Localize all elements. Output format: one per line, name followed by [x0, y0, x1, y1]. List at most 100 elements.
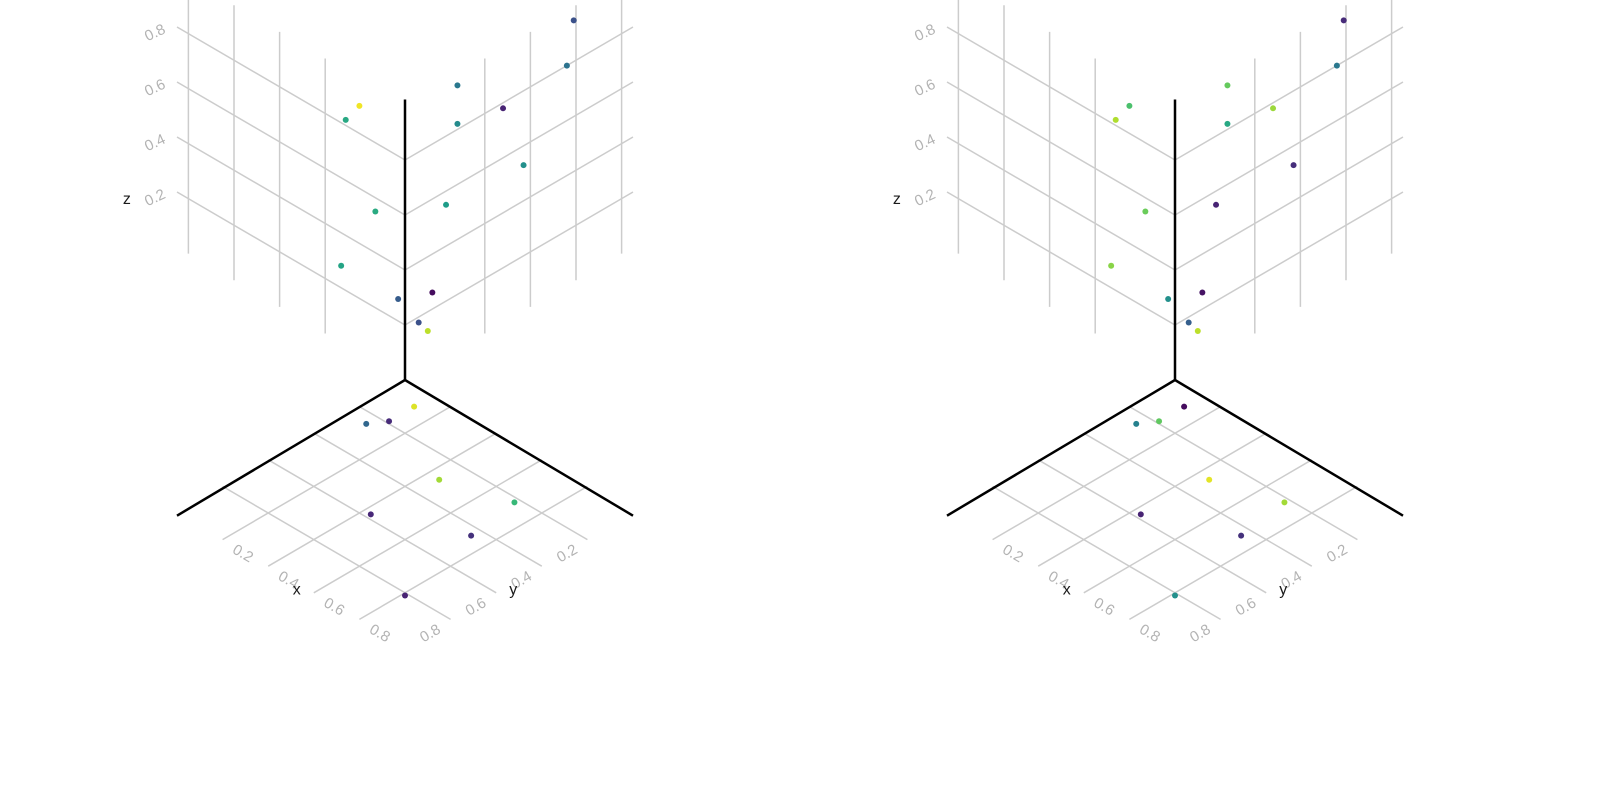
data-points: [1108, 17, 1347, 599]
x-tick-label: 0.2: [1000, 541, 1027, 566]
scatter-point: [1270, 105, 1277, 112]
grid-line: [946, 81, 1176, 216]
grid-line: [267, 432, 497, 567]
grid-line: [1037, 459, 1267, 594]
scatter-point: [1156, 418, 1163, 425]
scatter-point: [1142, 208, 1149, 215]
x-tick-label: 0.6: [321, 594, 348, 619]
z-tick-label: 0.8: [142, 21, 168, 45]
scatter-point: [1126, 102, 1133, 109]
grid-line: [176, 191, 406, 326]
axes: [176, 99, 634, 517]
grid: [176, 0, 634, 621]
x-axis-label: x: [293, 581, 301, 598]
scatter-point: [1194, 327, 1201, 334]
z-axis-label: z: [893, 191, 901, 208]
grid-line: [992, 485, 1221, 621]
y-tick-label: 0.8: [1187, 621, 1214, 646]
scatter3d-chart-left: 0.2 0.20.20.4 0.40.40.6 0.60.60.8 0.80.8x yz: [123, 0, 634, 646]
grid-line: [1129, 405, 1358, 541]
y-axis-line: [946, 378, 1176, 517]
z-axis-label: z: [123, 191, 131, 208]
grid-line: [176, 81, 406, 216]
z-tick-label: 0.6: [142, 76, 168, 100]
scatter-point: [411, 403, 418, 410]
tick-labels: 0.2 0.20.20.4 0.40.40.6 0.60.60.8 0.80.8x yz: [893, 21, 1351, 646]
grid-line: [359, 405, 588, 541]
scatter-point: [1172, 592, 1178, 599]
tick-labels: 0.2 0.20.20.4 0.40.40.6 0.60.60.8 0.80.8x yz: [123, 21, 581, 646]
scatter-point: [367, 511, 374, 518]
scatter-point: [454, 120, 461, 127]
grid-line: [1174, 191, 1404, 326]
y-tick-label: 0.2: [554, 541, 581, 566]
scatter-point: [1340, 17, 1347, 24]
x-tick-label: 0.2: [230, 541, 257, 566]
grid-line: [313, 459, 543, 594]
scatter-point: [424, 327, 431, 334]
scatter-point: [563, 62, 570, 69]
grid-line: [176, 26, 406, 161]
scatter-point: [1224, 120, 1231, 127]
scatter-point: [511, 499, 518, 506]
grid-line: [404, 81, 634, 216]
scatter-point: [1199, 289, 1206, 296]
scatter-point: [1213, 201, 1220, 208]
scatter-point: [1185, 319, 1192, 326]
grid-line: [946, 26, 1176, 161]
scatter-point: [356, 102, 363, 109]
grid-line: [1174, 136, 1404, 271]
z-tick-label: 0.8: [912, 21, 938, 45]
y-axis-label: y: [509, 581, 517, 598]
grid-line: [1174, 26, 1404, 161]
z-tick-label: 0.4: [912, 131, 938, 155]
grid-line: [992, 405, 1221, 541]
scatter-point: [1137, 511, 1144, 518]
scatter3d-chart-right: 0.2 0.20.20.4 0.40.40.6 0.60.60.8 0.80.8x yz: [893, 0, 1404, 646]
y-axis-label: y: [1279, 581, 1287, 598]
scatter-point: [1112, 116, 1119, 123]
grid-line: [359, 485, 588, 621]
scatter-point: [402, 592, 408, 599]
scatter-point: [1281, 499, 1288, 506]
grid-line: [1174, 81, 1404, 216]
scatter-point: [1133, 420, 1140, 427]
scatter-point: [570, 17, 577, 24]
scatter-point: [520, 162, 527, 169]
grid-line: [222, 405, 451, 541]
scatter-point: [395, 296, 402, 303]
scatter-point: [454, 82, 461, 89]
grid-line: [313, 432, 543, 567]
scatter-point: [415, 319, 422, 326]
axes: [946, 99, 1404, 517]
x-tick-label: 0.8: [366, 621, 393, 646]
scatter-point: [363, 420, 370, 427]
x-tick-label: 0.6: [1091, 594, 1118, 619]
z-tick-label: 0.2: [142, 186, 168, 210]
scatter-point: [1181, 403, 1188, 410]
scatter-point: [1290, 162, 1297, 169]
grid-line: [404, 191, 634, 326]
scatter-point: [1206, 476, 1213, 483]
grid-line: [404, 136, 634, 271]
grid: [946, 0, 1404, 621]
z-tick-label: 0.4: [142, 131, 168, 155]
grid-line: [1037, 432, 1267, 567]
scatter-point: [372, 208, 379, 215]
z-tick-label: 0.6: [912, 76, 938, 100]
x-axis-line: [1174, 378, 1404, 517]
scatter-point: [1165, 296, 1172, 303]
y-tick-label: 0.6: [1233, 594, 1260, 619]
scatter-point: [436, 476, 443, 483]
x-axis-label: x: [1063, 581, 1071, 598]
grid-line: [1083, 432, 1313, 567]
scatter-point: [1224, 82, 1231, 89]
scatter-point: [1238, 532, 1245, 539]
grid-line: [176, 136, 406, 271]
y-tick-label: 0.6: [463, 594, 490, 619]
scatter-point: [443, 201, 450, 208]
x-axis-line: [404, 378, 634, 517]
y-axis-line: [176, 378, 406, 517]
grid-line: [1129, 485, 1358, 621]
